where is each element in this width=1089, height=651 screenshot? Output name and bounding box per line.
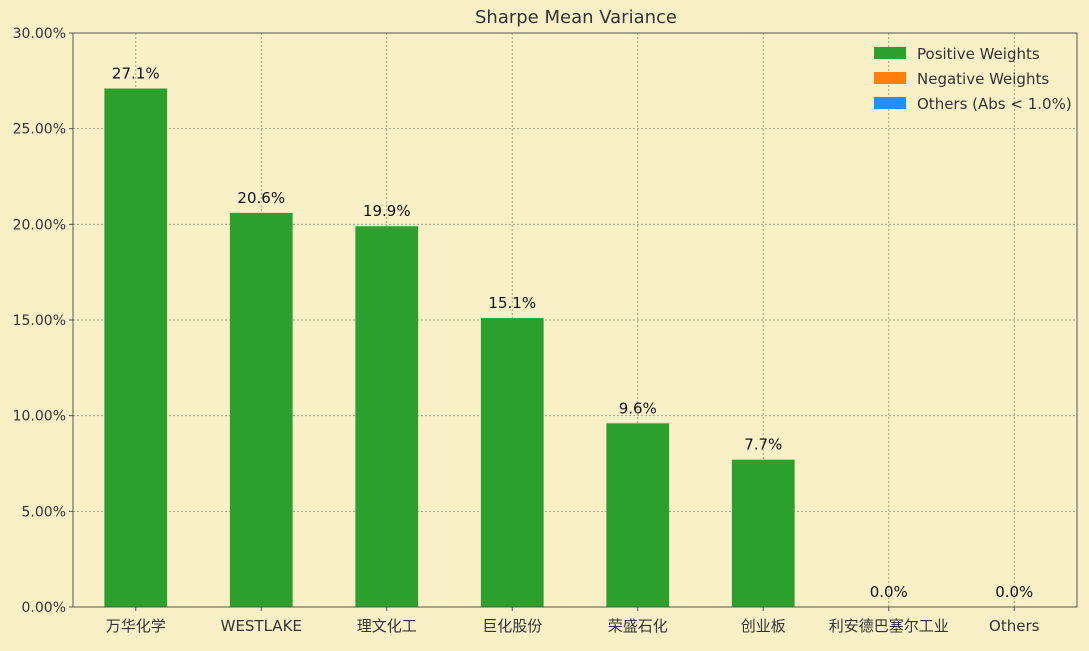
bar bbox=[731, 459, 795, 607]
y-tick-label: 15.00% bbox=[13, 313, 66, 329]
legend: Positive Weights Negative Weights Others (… bbox=[874, 45, 1072, 113]
bar-value-label: 27.1% bbox=[112, 64, 160, 82]
bar bbox=[229, 212, 293, 607]
x-tick-label: 万华化学 bbox=[106, 617, 166, 635]
x-tick-label: 荣盛石化 bbox=[608, 617, 668, 635]
x-tick-label: 利安德巴塞尔工业 bbox=[829, 617, 949, 635]
x-tick-label: 理文化工 bbox=[357, 617, 417, 635]
x-tick-label: 巨化股份 bbox=[482, 617, 542, 635]
y-tick-label: 10.00% bbox=[13, 409, 66, 425]
y-tick-label: 20.00% bbox=[13, 217, 66, 233]
bar-value-label: 7.7% bbox=[744, 436, 782, 454]
legend-swatch bbox=[874, 97, 906, 109]
bar bbox=[606, 423, 670, 607]
x-tick-label: 创业板 bbox=[741, 617, 786, 635]
y-tick-label: 0.00% bbox=[22, 600, 66, 616]
axes: 0.00% 5.00% 10.00% 15.00% 20.00% 25.00% 30.00%… bbox=[13, 26, 1078, 635]
bar-value-label: 20.6% bbox=[237, 189, 285, 207]
bar-value-label: 0.0% bbox=[870, 583, 908, 601]
bar bbox=[480, 318, 544, 607]
x-tick-label: Others bbox=[989, 617, 1040, 635]
legend-swatch bbox=[874, 47, 906, 59]
bars bbox=[104, 88, 795, 607]
plot-frame bbox=[72, 32, 1078, 608]
data-labels: 27.1% 20.6% 19.9% 15.1% 9.6% 7.7% 0.0% 0.0% bbox=[112, 64, 1033, 601]
bar-value-label: 15.1% bbox=[488, 294, 536, 312]
y-tick-label: 30.00% bbox=[13, 26, 66, 42]
x-tick-label: WESTLAKE bbox=[221, 617, 302, 635]
y-tick-label: 5.00% bbox=[22, 504, 66, 520]
legend-label: Negative Weights bbox=[917, 70, 1049, 88]
legend-swatch bbox=[874, 72, 906, 84]
legend-label: Others (Abs < 1.0%) bbox=[917, 95, 1072, 113]
bar bbox=[355, 226, 419, 607]
grid-lines bbox=[73, 33, 1077, 607]
chart-title: Sharpe Mean Variance bbox=[475, 7, 677, 28]
bar bbox=[104, 88, 168, 607]
y-tick-label: 25.00% bbox=[13, 122, 66, 138]
bar-value-label: 9.6% bbox=[619, 399, 657, 417]
bar-value-label: 0.0% bbox=[995, 583, 1033, 601]
legend-label: Positive Weights bbox=[917, 45, 1040, 63]
bar-value-label: 19.9% bbox=[363, 202, 411, 220]
